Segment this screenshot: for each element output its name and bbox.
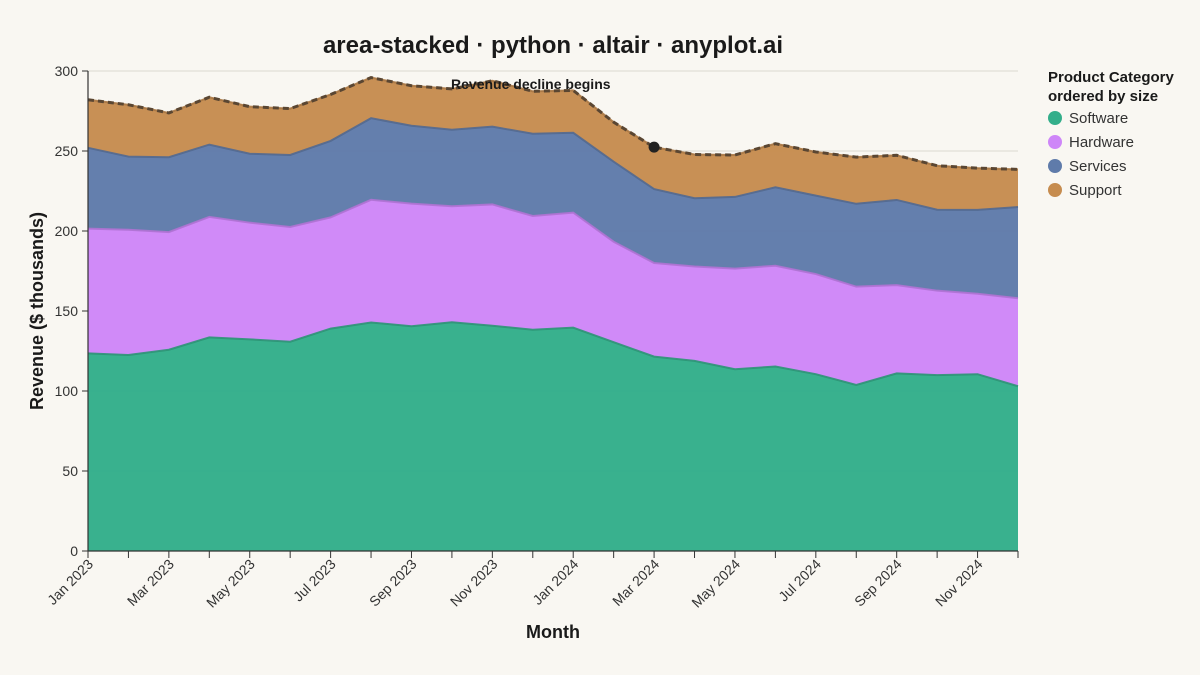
legend-item-software: Software [1048, 110, 1128, 127]
x-tick-label: Nov 2024 [932, 556, 986, 610]
legend-swatch [1048, 135, 1062, 149]
annotation: Revenue decline begins [451, 76, 660, 153]
x-tick-label: May 2023 [203, 556, 258, 611]
legend-swatch [1048, 111, 1062, 125]
legend-label: Hardware [1069, 134, 1134, 151]
legend-swatch [1048, 183, 1062, 197]
legend-label: Services [1069, 158, 1127, 175]
legend-item-services: Services [1048, 158, 1127, 175]
area-boundary-lines [87, 76, 1019, 388]
areas [88, 77, 1018, 551]
y-axis-title: Revenue ($ thousands) [27, 212, 47, 410]
x-tick-label: Jul 2023 [290, 556, 339, 605]
boundary-software [87, 321, 1019, 388]
annotation-marker [648, 141, 660, 153]
x-tick-label: Nov 2023 [447, 556, 501, 610]
y-axis-ticks: 0 50 100 150 200 250 300 [55, 63, 88, 559]
area-software [88, 322, 1018, 551]
y-tick-label: 250 [55, 143, 79, 159]
legend: Product Category ordered by size Softwar… [1048, 69, 1175, 199]
legend-title-line-2: ordered by size [1048, 88, 1158, 105]
boundary-hardware [87, 198, 1019, 300]
x-tick-label: Mar 2024 [609, 556, 662, 609]
x-tick-label: Jul 2024 [775, 556, 824, 605]
legend-title-line-1: Product Category [1048, 69, 1175, 86]
legend-label: Support [1069, 182, 1122, 199]
y-tick-label: 300 [55, 63, 79, 79]
y-tick-label: 0 [70, 543, 78, 559]
area-hardware [88, 199, 1018, 387]
legend-label: Software [1069, 110, 1128, 127]
x-tick-label: Jan 2024 [529, 556, 581, 608]
x-tick-label: Jan 2023 [44, 556, 96, 608]
y-tick-label: 100 [55, 383, 79, 399]
annotation-text: Revenue decline begins [451, 76, 611, 92]
total-revenue-line [87, 75, 1019, 171]
legend-item-hardware: Hardware [1048, 134, 1134, 151]
x-axis-title: Month [526, 622, 580, 642]
x-tick-label: Sep 2024 [851, 556, 905, 610]
x-tick-label: Mar 2023 [124, 556, 177, 609]
boundary-services [87, 117, 1019, 211]
chart-title: area-stacked · python · altair · anyplot… [323, 32, 783, 59]
y-tick-label: 200 [55, 223, 79, 239]
legend-swatch [1048, 159, 1062, 173]
x-tick-label: May 2024 [688, 556, 743, 611]
area-support [88, 77, 1018, 210]
y-tick-label: 150 [55, 303, 79, 319]
legend-item-support: Support [1048, 182, 1122, 199]
x-tick-label: Sep 2023 [366, 556, 420, 610]
x-axis-ticks: Jan 2023 Mar 2023 May 2023 Jul 2023 Sep 2023… [44, 551, 1019, 611]
y-tick-label: 50 [62, 463, 78, 479]
area-services [88, 118, 1018, 299]
